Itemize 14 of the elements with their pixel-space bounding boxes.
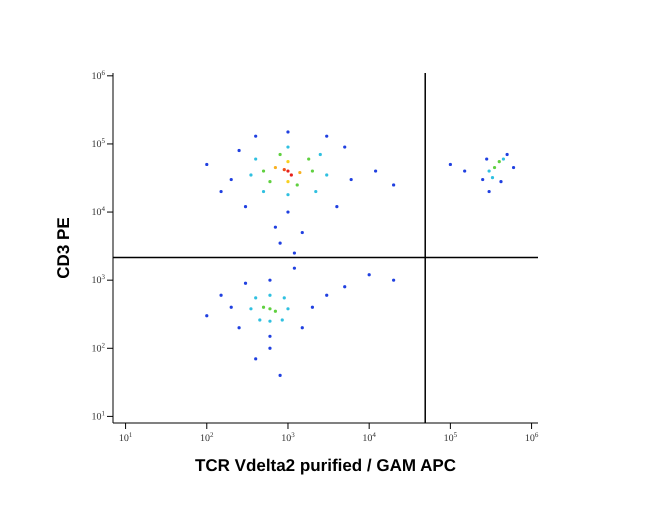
y-tick-label: 10$^{3}$ <box>92 273 106 286</box>
y-axis-title: CD3 PE <box>54 217 74 279</box>
y-tick-label: 10$^{5}$ <box>92 136 106 150</box>
x-tick-label: 10$^{4}$ <box>362 431 376 444</box>
x-tick-label: 10$^{1}$ <box>118 431 133 444</box>
x-tick-label: 10$^{6}$ <box>524 431 539 444</box>
x-tick-label: 10$^{2}$ <box>200 431 214 444</box>
x-tick-label: 10$^{5}$ <box>444 431 458 444</box>
y-tick-label: 10$^{6}$ <box>92 68 106 82</box>
y-tick-label: 10$^{1}$ <box>92 409 106 422</box>
x-tick-label: 10$^{3}$ <box>281 431 296 444</box>
y-tick-label: 10$^{4}$ <box>92 205 106 218</box>
y-tick-label: 10$^{2}$ <box>92 341 106 354</box>
x-axis-title: TCR Vdelta2 purified / GAM APC <box>194 456 456 475</box>
